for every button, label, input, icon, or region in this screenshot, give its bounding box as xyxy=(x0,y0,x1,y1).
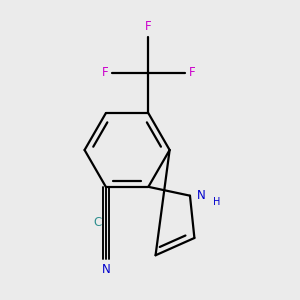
Text: F: F xyxy=(188,66,195,79)
Text: N: N xyxy=(197,189,206,202)
Text: H: H xyxy=(213,197,220,207)
Text: C: C xyxy=(94,217,102,230)
Text: N: N xyxy=(101,263,110,276)
Text: F: F xyxy=(102,66,108,79)
Text: F: F xyxy=(145,20,152,33)
